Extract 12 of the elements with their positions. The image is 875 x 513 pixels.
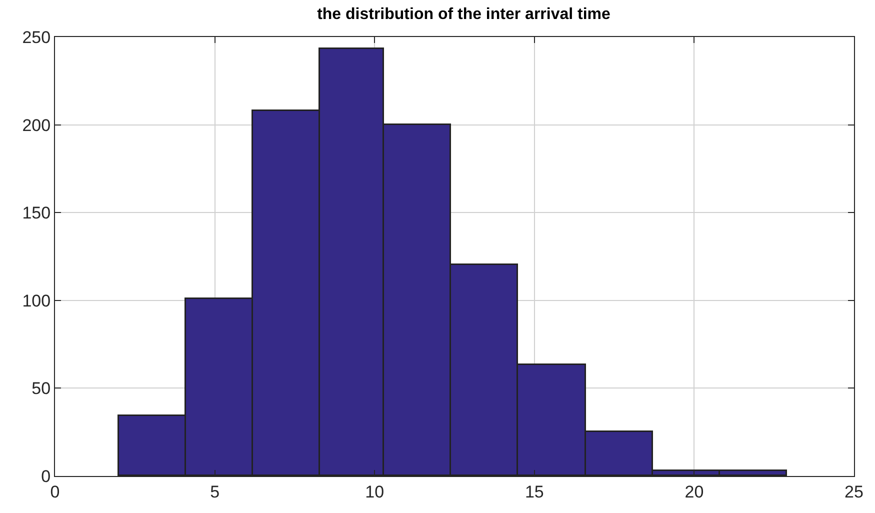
y-tick-label: 200 [22,116,51,135]
x-tick-label: 20 [684,482,704,502]
y-tick-label: 100 [22,291,51,310]
y-tick-label: 50 [32,379,51,398]
y-tick-label: 250 [22,28,51,47]
x-tick-label: 5 [210,482,220,502]
chart-title: the distribution of the inter arrival time [317,6,611,23]
x-tick-label: 25 [844,482,864,502]
y-tick-label: 0 [41,466,51,486]
y-tick-label: 150 [22,204,51,223]
x-tick-label: 10 [365,482,384,502]
x-tick-label: 15 [524,482,544,502]
